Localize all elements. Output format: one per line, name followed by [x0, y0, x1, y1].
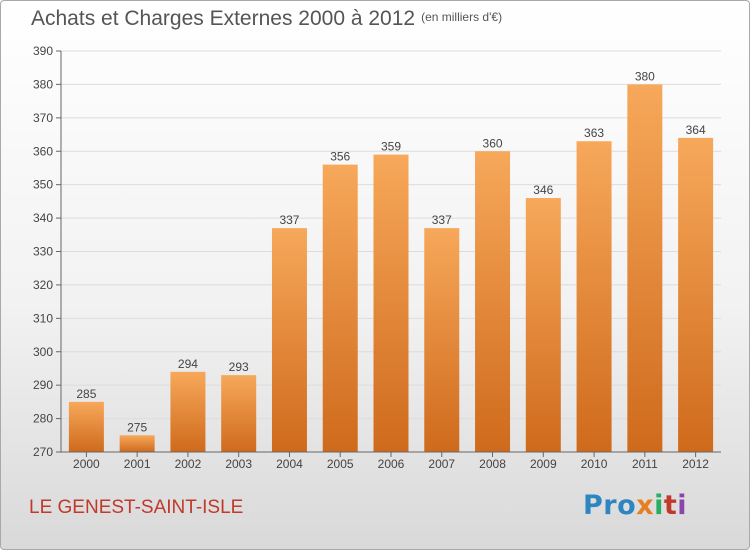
bar-value-label: 294: [178, 357, 198, 371]
bar: [322, 164, 358, 452]
y-tick-label: 360: [33, 144, 53, 158]
chart-title: Achats et Charges Externes 2000 à 2012 (e…: [31, 7, 502, 31]
bar-value-label: 337: [432, 213, 452, 227]
x-tick-label: 2002: [175, 457, 202, 471]
x-tick-label: 2000: [73, 457, 100, 471]
x-tick-label: 2004: [276, 457, 303, 471]
bar-value-label: 293: [229, 360, 249, 374]
y-tick-label: 320: [33, 278, 53, 292]
bar-value-label: 346: [533, 183, 553, 197]
y-tick-label: 340: [33, 211, 53, 225]
bar: [170, 371, 206, 452]
x-tick-label: 2005: [327, 457, 354, 471]
y-tick-label: 390: [33, 44, 53, 58]
y-tick-label: 350: [33, 178, 53, 192]
bar: [221, 375, 257, 452]
bar: [627, 84, 663, 453]
chart-title-text: Achats et Charges Externes 2000 à 2012: [31, 7, 416, 30]
bar: [424, 228, 460, 452]
x-tick-label: 2010: [581, 457, 608, 471]
x-tick-label: 2012: [682, 457, 709, 471]
y-tick-label: 290: [33, 378, 53, 392]
place-name: LE GENEST-SAINT-ISLE: [29, 497, 244, 518]
x-tick-label: 2006: [378, 457, 405, 471]
bar-value-label: 275: [127, 420, 147, 434]
y-tick-label: 280: [33, 412, 53, 426]
x-tick-label: 2007: [428, 457, 455, 471]
x-tick-label: 2011: [632, 457, 658, 471]
bar: [373, 154, 409, 452]
bar-value-label: 364: [686, 123, 706, 137]
bar: [678, 137, 714, 452]
bar: [68, 401, 104, 452]
y-tick-label: 310: [33, 311, 53, 325]
bar-value-label: 360: [483, 136, 503, 150]
x-tick-label: 2001: [124, 457, 151, 471]
bar-value-label: 285: [76, 387, 96, 401]
y-tick-label: 370: [33, 111, 53, 125]
y-tick-label: 270: [33, 445, 53, 459]
proxiti-logo[interactable]: Proxiti: [583, 490, 688, 521]
bar: [525, 198, 561, 452]
bar: [576, 141, 612, 452]
x-tick-label: 2003: [225, 457, 252, 471]
bar-value-label: 356: [330, 150, 350, 164]
y-tick-label: 300: [33, 345, 53, 359]
bar-value-label: 359: [381, 140, 401, 154]
y-tick-label: 380: [33, 77, 53, 91]
bar-value-label: 380: [635, 69, 655, 83]
bar-value-label: 337: [279, 213, 299, 227]
bar-value-label: 363: [584, 126, 604, 140]
bar: [475, 151, 511, 452]
chart-unit: (en milliers d'€): [421, 10, 503, 24]
x-tick-label: 2008: [479, 457, 506, 471]
y-tick-label: 330: [33, 245, 53, 259]
bar: [271, 228, 307, 452]
bar: [119, 435, 155, 452]
x-tick-label: 2009: [530, 457, 557, 471]
